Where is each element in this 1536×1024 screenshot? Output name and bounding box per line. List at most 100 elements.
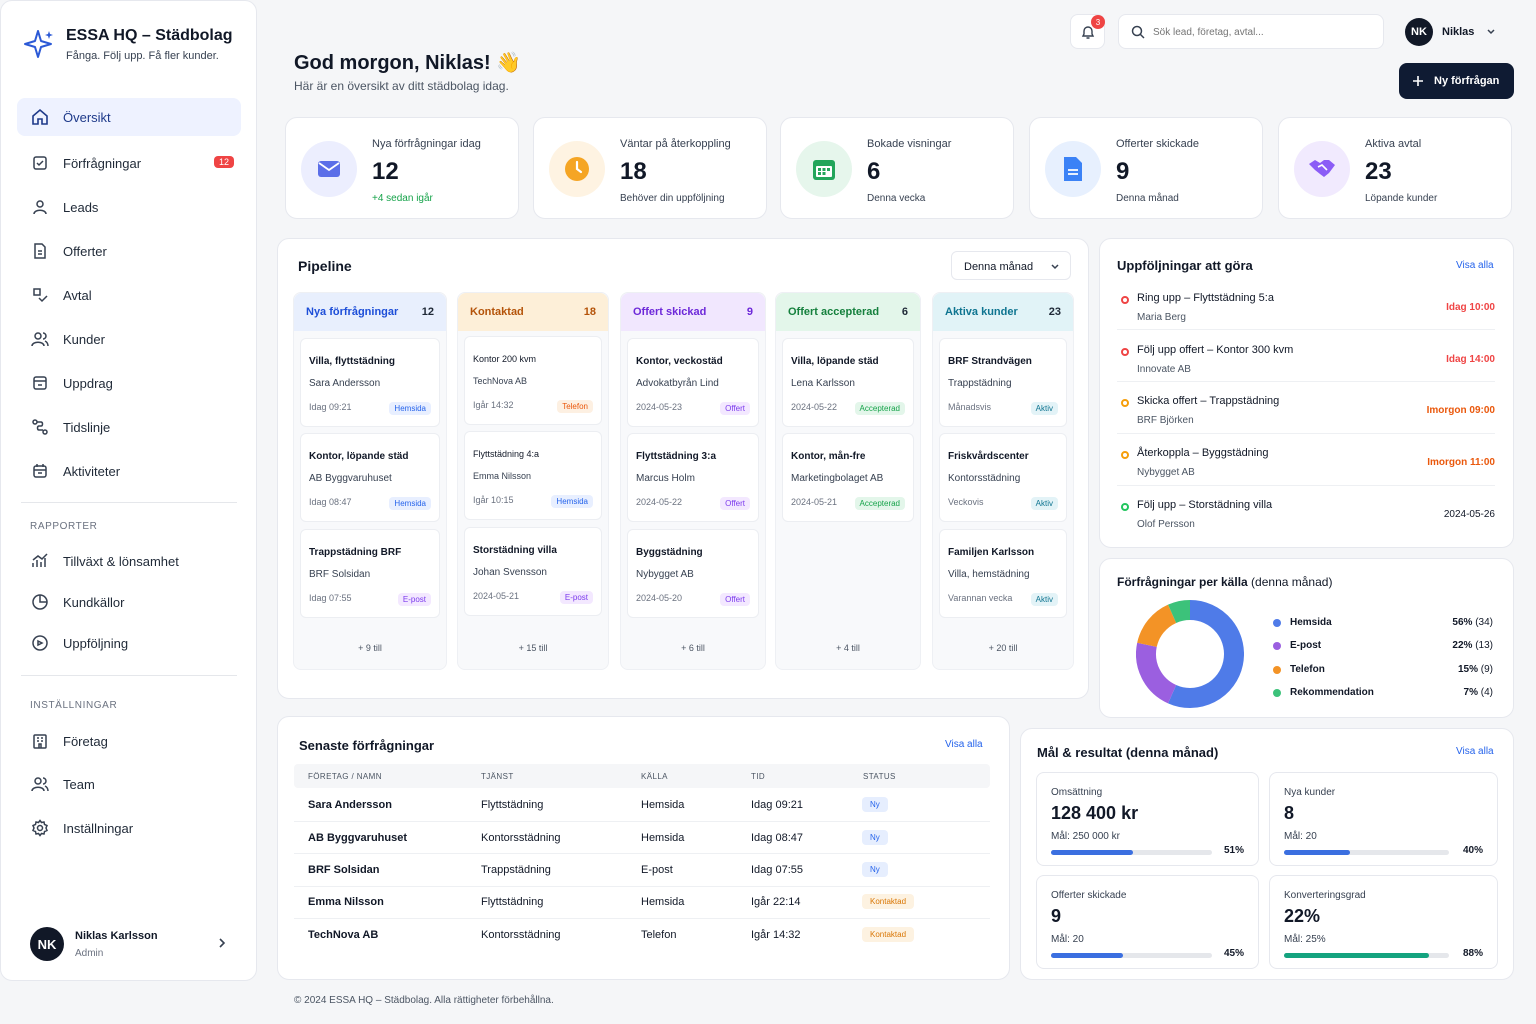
nav-item-installningar[interactable]: Inställningar bbox=[17, 809, 241, 847]
goals-view-all-link[interactable]: Visa alla bbox=[1456, 746, 1494, 757]
stat-card-contracts[interactable]: Aktiva avtal 23 Löpande kunder bbox=[1278, 117, 1512, 219]
legend-dot bbox=[1273, 666, 1281, 674]
table-row[interactable]: AB Byggvaruhuset Kontorsstädning Hemsida Id… bbox=[294, 822, 990, 854]
pipeline-card[interactable]: Villa, löpande städ Lena Karlsson 2024-05-… bbox=[782, 338, 914, 427]
search-box[interactable] bbox=[1118, 14, 1384, 49]
followup-item[interactable]: Följ upp – Storstädning villa Olof Persso… bbox=[1117, 497, 1495, 548]
card-date: Veckovis bbox=[948, 497, 984, 507]
stat-card-awaiting[interactable]: Väntar på återkoppling 18 Behöver din up… bbox=[533, 117, 767, 219]
table-row[interactable]: Sara Andersson Flyttstädning Hemsida Idag 0… bbox=[294, 789, 990, 821]
nav-item-kundkallor[interactable]: Kundkällor bbox=[17, 583, 241, 621]
stat-value: 9 bbox=[1116, 158, 1130, 185]
nav-item-kunder[interactable]: Kunder bbox=[17, 320, 241, 358]
pipeline-card[interactable]: Kontor, veckostäd Advokatbyrån Lind 2024-0… bbox=[627, 338, 759, 427]
target-icon bbox=[17, 634, 63, 652]
nav-item-oversikt[interactable]: Översikt bbox=[17, 98, 241, 136]
nav-item-aktiviteter[interactable]: Aktiviteter bbox=[17, 452, 241, 490]
pipeline-card[interactable]: Kontor, löpande städ AB Byggvaruhuset Idag… bbox=[300, 433, 440, 522]
pipeline-card[interactable]: Kontor 200 kvm TechNova AB Igår 14:32 Telef… bbox=[464, 336, 602, 425]
stat-card-offers[interactable]: Offerter skickade 9 Denna månad bbox=[1029, 117, 1263, 219]
stat-card-new-requests[interactable]: Nya förfrågningar idag 12 +4 sedan igår bbox=[285, 117, 519, 219]
priority-dot bbox=[1121, 503, 1129, 511]
followup-item[interactable]: Skicka offert – Trappstädning BRF Björken… bbox=[1117, 393, 1495, 444]
nav-item-leads[interactable]: Leads bbox=[17, 188, 241, 226]
recent-view-all-link[interactable]: Visa alla bbox=[945, 739, 983, 750]
table-row[interactable]: TechNova AB Kontorsstädning Telefon Igår 14… bbox=[294, 919, 990, 951]
card-tag: Aktiv bbox=[1030, 497, 1058, 510]
card-date: 2024-05-20 bbox=[636, 593, 683, 603]
goal-card: Konverteringsgrad 22% Mål: 25% 88% bbox=[1269, 875, 1498, 969]
nav-label: Förfrågningar bbox=[63, 155, 142, 171]
nav-item-avtal[interactable]: Avtal bbox=[17, 276, 241, 314]
card-tag: Accepterad bbox=[854, 402, 905, 415]
goal-progress-fill bbox=[1051, 953, 1124, 958]
pipeline-card[interactable]: Flyttstädning 4:a Emma Nilsson Igår 10:15 H… bbox=[464, 431, 602, 520]
calendar-icon bbox=[796, 141, 852, 197]
notifications-button[interactable]: 3 bbox=[1070, 14, 1105, 49]
nav-item-uppfoljning[interactable]: Uppföljning bbox=[17, 624, 241, 662]
card-tag: Offert bbox=[720, 497, 750, 510]
followup-time: Imorgon 09:00 bbox=[1426, 405, 1495, 416]
more-link[interactable]: + 4 till bbox=[836, 643, 860, 653]
search-input[interactable] bbox=[1153, 23, 1373, 41]
followup-item[interactable]: Följ upp offert – Kontor 300 kvm Innovate… bbox=[1117, 342, 1495, 393]
nav-item-offerter[interactable]: Offerter bbox=[17, 232, 241, 270]
stat-sub: Denna månad bbox=[1116, 193, 1179, 204]
nav-item-uppdrag[interactable]: Uppdrag bbox=[17, 364, 241, 402]
stat-card-bookings[interactable]: Bokade visningar 6 Denna vecka bbox=[780, 117, 1014, 219]
nav-item-foretag[interactable]: Företag bbox=[17, 722, 241, 760]
calendar-icon bbox=[17, 462, 63, 480]
pipeline-card[interactable]: Friskvårdscenter Kontorsstädning Veckovis A… bbox=[939, 433, 1067, 522]
nav-label: Uppdrag bbox=[63, 375, 113, 391]
pipeline-card[interactable]: Familjen Karlsson Villa, hemstädning Varan… bbox=[939, 529, 1067, 618]
stat-sub: +4 sedan igår bbox=[372, 193, 433, 204]
pipeline-card[interactable]: Byggstädning Nybygget AB 2024-05-20 Offert bbox=[627, 529, 759, 618]
followups-panel bbox=[1099, 238, 1514, 548]
timeline-icon bbox=[17, 418, 63, 436]
more-link[interactable]: + 20 till bbox=[988, 643, 1018, 653]
card-client: Marketingbolaget AB bbox=[791, 473, 884, 484]
goals-title: Mål & resultat (denna månad) bbox=[1037, 745, 1219, 760]
pipeline-card[interactable]: Villa, flyttstädning Sara Andersson Idag 0… bbox=[300, 338, 440, 427]
pipeline-card[interactable]: BRF Strandvägen Trappstädning Månadsvis Akt… bbox=[939, 338, 1067, 427]
column-name: Offert accepterad bbox=[788, 306, 880, 318]
user-menu[interactable]: NK Niklas bbox=[1404, 17, 1504, 47]
period-select[interactable]: Denna månad bbox=[951, 251, 1071, 280]
donut-slice-rekommendation bbox=[1168, 600, 1191, 624]
nav-item-tidslinje[interactable]: Tidslinje bbox=[17, 408, 241, 446]
user-profile[interactable]: NK Niklas Karlsson Admin bbox=[17, 913, 241, 973]
pipeline-column-new: Nya förfrågningar 12 Villa, flyttstädning… bbox=[293, 292, 447, 670]
stat-label: Väntar på återkoppling bbox=[620, 138, 731, 150]
table-row[interactable]: BRF Solsidan Trappstädning E-post Idag 07:5… bbox=[294, 854, 990, 886]
followup-item[interactable]: Ring upp – Flyttstädning 5:a Maria Berg Id… bbox=[1117, 290, 1495, 341]
stat-label: Aktiva avtal bbox=[1365, 138, 1422, 150]
new-request-button[interactable]: Ny förfrågan bbox=[1399, 63, 1514, 99]
reports-heading: RAPPORTER bbox=[30, 521, 98, 532]
pipeline-card[interactable]: Flyttstädning 3:a Marcus Holm 2024-05-22 Of… bbox=[627, 433, 759, 522]
pipeline-card[interactable]: Trappstädning BRF BRF Solsidan Idag 07:55 E… bbox=[300, 529, 440, 618]
more-link[interactable]: + 15 till bbox=[518, 643, 548, 653]
nav-item-team[interactable]: Team bbox=[17, 765, 241, 803]
contract-icon bbox=[17, 286, 63, 304]
followup-who: Maria Berg bbox=[1137, 312, 1186, 323]
nav-label: Kunder bbox=[63, 331, 105, 347]
column-header: STATUS bbox=[863, 772, 896, 781]
goal-progress-fill bbox=[1284, 850, 1350, 855]
followups-view-all-link[interactable]: Visa alla bbox=[1456, 260, 1494, 271]
goal-percent: 51% bbox=[1223, 845, 1244, 856]
more-link[interactable]: + 9 till bbox=[358, 643, 382, 653]
nav-label: Kundkällor bbox=[63, 594, 125, 610]
pipeline-column-offer-accepted: Offert accepterad 6 Villa, löpande städ Le… bbox=[775, 292, 921, 670]
followup-item[interactable]: Återkoppla – Byggstädning Nybygget AB Imor… bbox=[1117, 445, 1495, 496]
more-link[interactable]: + 6 till bbox=[681, 643, 705, 653]
card-date: Idag 08:47 bbox=[309, 497, 352, 507]
pipeline-card[interactable]: Storstädning villa Johan Svensson 2024-05-… bbox=[464, 527, 602, 616]
pipeline-card[interactable]: Kontor, mån-fre Marketingbolaget AB 2024-0… bbox=[782, 433, 914, 522]
nav-item-forfragningar[interactable]: Förfrågningar 12 bbox=[17, 144, 241, 182]
card-date: Idag 09:21 bbox=[309, 402, 352, 412]
goal-target: Mål: 250 000 kr bbox=[1051, 831, 1120, 842]
followup-task: Ring upp – Flyttstädning 5:a bbox=[1137, 292, 1274, 304]
nav-item-tillvaxt[interactable]: Tillväxt & lönsamhet bbox=[17, 542, 241, 580]
table-row[interactable]: Emma Nilsson Flyttstädning Hemsida Igår 22:… bbox=[294, 886, 990, 918]
brand-title: ESSA HQ – Städbolag bbox=[66, 27, 233, 44]
